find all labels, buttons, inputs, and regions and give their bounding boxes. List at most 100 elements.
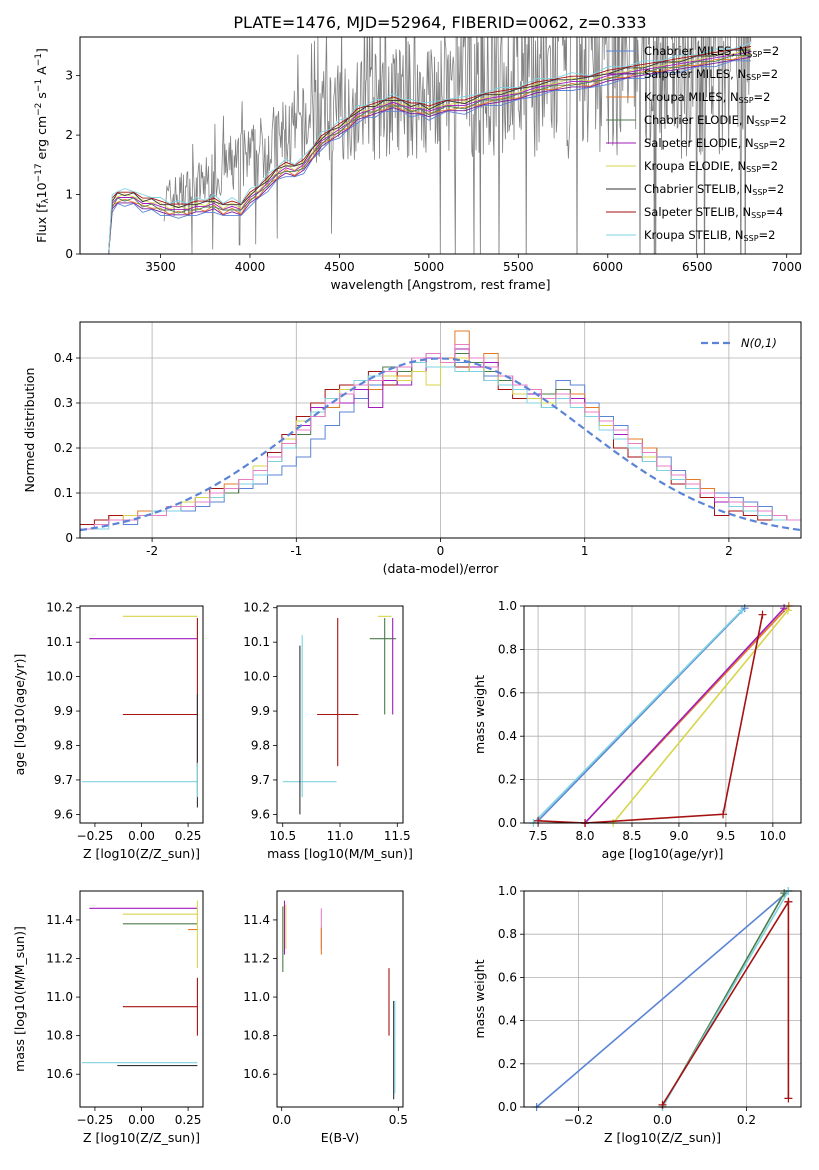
y-tick-label: 1.0: [498, 599, 517, 613]
x-tick-label: 4000: [235, 260, 266, 274]
y-tick-label: 10.6: [243, 1067, 270, 1081]
y-tick-label: 10.2: [243, 601, 270, 615]
histogram-step-8: [80, 344, 801, 530]
mass-weight-line-1: [536, 890, 789, 1108]
gaussian-curve: [79, 357, 802, 532]
y-tick-label: 11.2: [46, 952, 73, 966]
x-tick-label: 5500: [503, 260, 534, 274]
y-tick-label: 0.8: [498, 927, 517, 941]
x-tick-label: 0.0: [272, 1113, 291, 1127]
x-tick-label: −0.25: [77, 1113, 114, 1127]
legend-entry: Kroupa MILES, NSSP=2: [644, 90, 770, 105]
model-line-9: [108, 42, 752, 254]
x-tick-label: 8.5: [622, 829, 641, 843]
y-tick-label: 9.9: [251, 704, 270, 718]
y-tick-label: 9.9: [54, 704, 73, 718]
mass-weight-marker: [758, 610, 767, 619]
x-tick-label: 10.0: [759, 829, 786, 843]
x-tick-label: 10.5: [269, 829, 296, 843]
y-tick-label: 9.8: [251, 739, 270, 753]
y-tick-label: 0.8: [498, 642, 517, 656]
figure-title: PLATE=1476, MJD=52964, FIBERID=0062, z=0…: [233, 13, 646, 32]
axes-frame: [523, 890, 802, 1108]
model-line-3: [108, 53, 752, 254]
legend-entry: Salpeter MILES, NSSP=2: [644, 67, 778, 82]
y-tick-label: 0.4: [498, 1014, 517, 1028]
y-axis-label: mass weight: [472, 959, 487, 1038]
x-tick-label: 6500: [682, 260, 713, 274]
y-tick-label: 1: [65, 188, 73, 202]
y-tick-label: 10.2: [46, 601, 73, 615]
y-tick-label: 0.1: [54, 486, 73, 500]
y-tick-label: 10.8: [46, 1029, 73, 1043]
x-tick-label: 0: [437, 544, 445, 558]
x-tick-label: 0.5: [389, 1113, 408, 1127]
x-axis-label: Z [log10(Z/Z_sun)]: [83, 1130, 200, 1145]
y-tick-label: 3: [65, 69, 73, 83]
y-tick-label: 11.0: [243, 990, 270, 1004]
legend-entry: Salpeter STELIB, NSSP=4: [644, 205, 783, 220]
x-axis-label: mass [log10(M/M_sun)]: [267, 846, 413, 861]
y-axis-label: mass weight: [472, 675, 487, 754]
y-axis-label: Normed distribution: [22, 368, 37, 493]
x-tick-label: 9.5: [716, 829, 735, 843]
x-tick-label: 4500: [324, 260, 355, 274]
y-tick-label: 0: [65, 247, 73, 261]
model-line-8: [108, 46, 751, 254]
y-tick-label: 11.2: [243, 952, 270, 966]
y-tick-label: 0.4: [498, 729, 517, 743]
y-tick-label: 10.1: [243, 635, 270, 649]
x-axis-label: (data-model)/error: [383, 561, 500, 576]
y-axis-label: mass [log10(M/M_sun)]: [12, 926, 27, 1072]
x-tick-label: 5000: [414, 260, 445, 274]
legend-entry: Chabrier ELODIE, NSSP=2: [644, 113, 787, 128]
mass-weight-marker: [658, 1100, 667, 1109]
mass-weight-line-5: [612, 609, 789, 824]
y-tick-label: 0.3: [54, 396, 73, 410]
legend-entry: Kroupa ELODIE, NSSP=2: [644, 159, 778, 174]
x-axis-label: Z [log10(Z/Z_sun)]: [604, 1130, 721, 1145]
x-tick-label: -1: [290, 544, 302, 558]
x-tick-label: 7.5: [529, 829, 548, 843]
chart-age-vs-mass: 10.5 11.0 11.5 9.6 9.7 9.8 9.9 10.0 10.1 10.2 mass…: [243, 601, 413, 861]
model-line-4: [108, 54, 751, 254]
y-tick-label: 2: [65, 128, 73, 142]
mass-weight-line-4: [661, 898, 790, 1106]
y-tick-label: 10.6: [46, 1067, 73, 1081]
x-tick-label: 0.25: [175, 829, 202, 843]
x-axis-label: Z [log10(Z/Z_sun)]: [83, 846, 200, 861]
x-tick-label: 9.0: [669, 829, 688, 843]
histogram-step-7: [80, 362, 801, 530]
y-tick-label: 11.4: [46, 913, 73, 927]
y-tick-label: 0.0: [498, 1100, 517, 1114]
chart-mass-weight-vs-metallicity: −0.2 0.0 0.2 0.0 0.2 0.4 0.6 0.8 1.0 Z [log10(Z/Z…: [472, 884, 802, 1145]
mass-weight-marker: [719, 810, 728, 819]
mass-weight-marker: [737, 606, 746, 615]
x-tick-label: 8.0: [575, 829, 594, 843]
x-tick-label: 0.00: [128, 1113, 155, 1127]
x-axis-label: E(B-V): [321, 1130, 360, 1145]
x-axis-label: age [log10(age/yr)]: [602, 846, 724, 861]
chart-residual-distribution: -2 -1 0 1 2 0 0.1 0.2 0.3 0.4 (data-model)/error No…: [22, 321, 802, 576]
y-axis-label: age [log10(age/yr)]: [12, 654, 27, 776]
x-tick-label: −0.25: [77, 829, 114, 843]
y-tick-label: 9.7: [54, 773, 73, 787]
y-tick-label: 10.8: [243, 1029, 270, 1043]
model-line-6: [108, 47, 752, 254]
mass-weight-line-6: [538, 614, 764, 824]
y-tick-label: 0.2: [54, 441, 73, 455]
legend-entry: N(0,1): [741, 336, 777, 350]
y-tick-label: 9.7: [251, 773, 270, 787]
x-tick-label: 3500: [145, 260, 176, 274]
y-axis-label: Flux [fλ10−17 erg cm−2 s−1 A−1]: [34, 48, 51, 243]
chart-spectrum: 3500 4000 4500 5000 5500 6000 6500 7000 0 1 2 3 wave…: [34, 36, 802, 292]
x-tick-label: 2: [725, 544, 733, 558]
y-tick-label: 0.6: [498, 686, 517, 700]
y-tick-label: 10.0: [243, 670, 270, 684]
spectrum-data-line: [163, 37, 752, 254]
y-tick-label: 9.6: [251, 807, 270, 821]
x-axis-label: wavelength [Angstrom, rest frame]: [330, 277, 550, 292]
axes-frame: [276, 890, 404, 1108]
mass-weight-line-1: [537, 607, 746, 822]
mass-weight-marker: [783, 606, 792, 615]
